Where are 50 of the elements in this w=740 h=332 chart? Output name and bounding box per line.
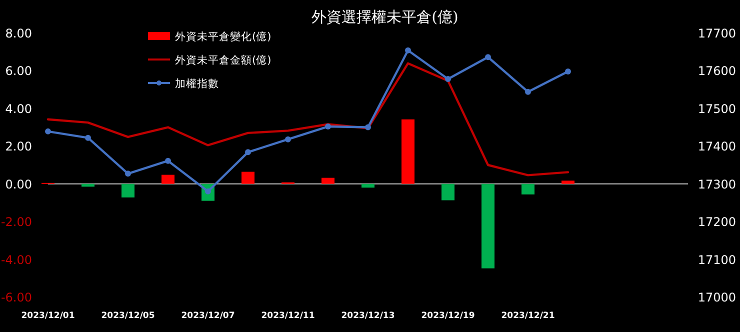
point: [45, 128, 51, 134]
point: [165, 158, 171, 164]
y-tick-label: 6.00: [5, 64, 32, 78]
x-tick-label: 2023/12/01: [21, 311, 75, 321]
y-tick-label: 4.00: [5, 102, 32, 116]
point: [245, 149, 251, 156]
bar: [442, 184, 454, 200]
point: [125, 170, 131, 177]
x-tick-label: 2023/12/05: [101, 311, 155, 321]
x-tick-label: 2023/12/11: [261, 311, 315, 321]
point: [365, 124, 371, 130]
bar: [482, 184, 494, 268]
x-tick-label: 2023/12/07: [181, 311, 235, 321]
y-tick-label: -6.00: [0, 290, 32, 304]
bar: [362, 184, 374, 188]
point: [85, 134, 91, 141]
x-tick-label: 2023/12/13: [341, 311, 395, 321]
bar: [402, 119, 414, 184]
bar: [242, 172, 254, 184]
y-tick-label: 8.00: [5, 26, 32, 40]
y2-tick-label: 17000: [698, 290, 736, 304]
point: [525, 88, 531, 95]
bar: [122, 184, 134, 198]
y2-tick-label: 17100: [698, 252, 736, 267]
y2-tick-label: 17500: [698, 102, 736, 116]
point: [565, 68, 571, 74]
y2-tick-label: 17400: [698, 140, 736, 154]
y2-tick-label: 17300: [698, 177, 736, 192]
bar: [522, 184, 534, 194]
bar: [162, 174, 174, 184]
point: [485, 54, 491, 60]
legend-label: 外資未平倉變化(億): [175, 30, 272, 43]
bar: [562, 180, 574, 184]
legend-label: 加權指數: [175, 77, 219, 90]
x-tick-label: 2023/12/19: [421, 311, 475, 321]
y-tick-label: 2.00: [5, 140, 32, 154]
legend-label: 外資未平倉金額(億): [175, 54, 272, 66]
y-tick-label: -2.00: [0, 215, 32, 230]
point: [405, 47, 411, 54]
y-tick-label: -4.00: [0, 252, 32, 267]
point: [285, 136, 291, 142]
point: [445, 76, 451, 82]
y2-tick-label: 17600: [698, 64, 736, 78]
bar: [322, 178, 334, 184]
y2-tick-label: 17700: [698, 26, 736, 40]
x-tick-label: 2023/12/21: [501, 311, 555, 321]
y-tick-label: 0.00: [5, 177, 32, 192]
point: [325, 124, 331, 130]
chart-title: 外資選擇權未平倉(億): [312, 8, 458, 26]
y2-tick-label: 17200: [698, 215, 736, 230]
